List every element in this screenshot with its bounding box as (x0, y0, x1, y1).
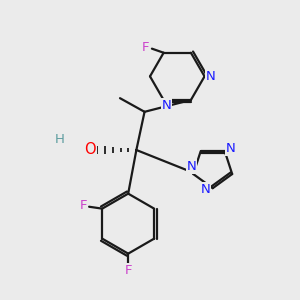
Text: F: F (80, 200, 87, 212)
Text: H: H (55, 133, 65, 146)
Text: N: N (201, 183, 211, 196)
Text: F: F (124, 263, 132, 277)
Text: N: N (187, 160, 197, 173)
Text: N: N (161, 99, 171, 112)
Text: F: F (142, 41, 150, 54)
Text: N: N (206, 70, 215, 83)
Text: O: O (84, 142, 96, 158)
Text: N: N (226, 142, 236, 155)
